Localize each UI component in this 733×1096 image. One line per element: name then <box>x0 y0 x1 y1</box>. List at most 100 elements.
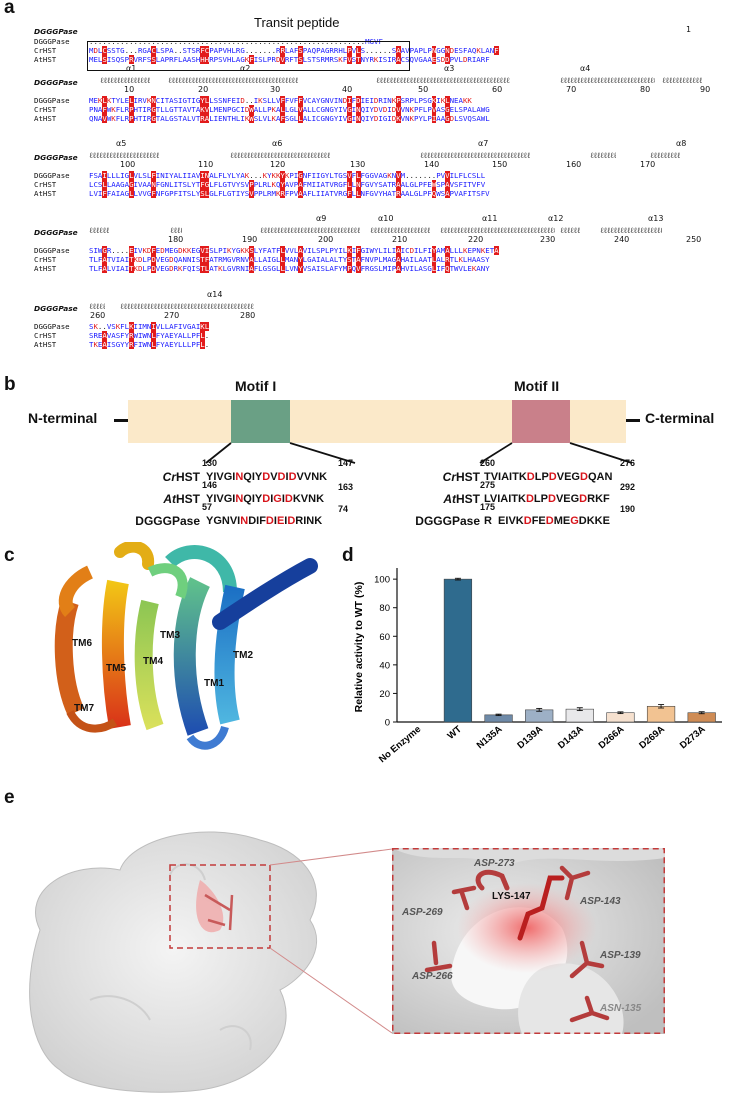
active-site-zoom <box>392 848 665 1034</box>
n-terminal-label: N-terminal <box>28 410 98 426</box>
y-tick-label: 20 <box>379 689 390 700</box>
y-tick-label: 100 <box>374 575 390 586</box>
sequence-text: MDLCSSTG...RGACLSPA..STSRFCPAPVHLRG.....… <box>89 46 499 55</box>
motif-connector-lines <box>205 442 633 464</box>
motif-seq-name: CrHST <box>162 470 200 484</box>
helix-coil: ℓℓℓℓℓℓℓℓℓℓℓℓℓℓℓℓℓℓℓℓℓℓℓℓℓℓℓℓℓℓℓℓℓℓℓℓℓℓℓℓ <box>440 226 555 235</box>
motif-sequence: YGNVINDIFDIEIDRINK <box>206 515 323 527</box>
motif1-title: Motif I <box>235 378 277 394</box>
motif-sequence: R EIVKDFEDMEGDKKE <box>484 515 610 527</box>
sequence-text: SREAVASFYRWIWNLFYAEYALLPFL. <box>89 331 210 340</box>
helix-label: α13 <box>648 214 664 223</box>
struct-row-label: DGGGPase <box>34 153 78 162</box>
helix-coil: ℓℓℓℓℓℓℓℓℓℓℓℓℓℓℓℓℓℓℓℓℓℓℓℓℓℓℓℓℓℓℓℓℓℓℓℓℓℓℓℓ <box>100 76 150 85</box>
helix-label: α8 <box>676 139 687 148</box>
protein-structure-cartoon <box>54 542 318 750</box>
residue-position: 10 <box>124 85 135 94</box>
sequence-text: TLFATVIAITKDLPDVEGDQANNISTFATRMGVRNVALLA… <box>89 255 490 264</box>
motif-start-position: 146 <box>202 480 218 490</box>
residue-position: 120 <box>270 160 286 169</box>
motif2-box <box>512 400 570 443</box>
sequence-text: MEKLKTYLELIRVKNCITASIGTIGYLLSSNFEID..IKS… <box>89 96 472 105</box>
y-axis-title: Relative activity to WT (%) <box>353 582 365 713</box>
helix-label: α10 <box>378 214 394 223</box>
panel-a-label: a <box>4 0 15 18</box>
sequence-name: CrHST <box>34 180 57 189</box>
residue-position: 1 <box>686 25 692 34</box>
motif-start-position: 275 <box>480 480 496 490</box>
residue-position: 260 <box>90 311 106 320</box>
helix-label-tm7: TM7 <box>74 703 94 714</box>
bar <box>443 578 473 723</box>
residue-position: 200 <box>318 235 334 244</box>
residue-label-asp139: ASP-139 <box>600 950 641 961</box>
residue-position: 140 <box>424 160 440 169</box>
helix-label: α12 <box>548 214 564 223</box>
panel-c-label: c <box>4 545 15 566</box>
sequence-text: TLFALVIAITKDLPDVEGDRKFQISTLATKLGVRNIAFLG… <box>89 264 490 273</box>
helix-coil: ℓℓℓℓℓℓℓℓℓℓℓℓℓℓℓℓℓℓℓℓℓℓℓℓℓℓℓℓℓℓℓℓℓℓℓℓℓℓℓℓ <box>662 76 702 85</box>
sequence-text: MELSISQSPRVRFSSLAPRFLAASHHHRPSVHLAGKFISL… <box>89 55 490 64</box>
motif-seq-name: DGGGPase <box>135 514 200 528</box>
residue-position: 170 <box>640 160 656 169</box>
residue-position: 230 <box>540 235 556 244</box>
helix-coil: ℓℓℓℓℓℓℓℓℓℓℓℓℓℓℓℓℓℓℓℓℓℓℓℓℓℓℓℓℓℓℓℓℓℓℓℓℓℓℓℓ <box>168 76 298 85</box>
helix-label: α3 <box>444 64 455 73</box>
motif2-title: Motif II <box>514 378 560 394</box>
struct-row-label: DGGGPase <box>34 228 78 237</box>
helix-coil: ℓℓℓℓℓℓℓℓℓℓℓℓℓℓℓℓℓℓℓℓℓℓℓℓℓℓℓℓℓℓℓℓℓℓℓℓℓℓℓℓ <box>600 226 662 235</box>
residue-position: 190 <box>242 235 258 244</box>
sequence-name: DGGGPase <box>34 171 70 180</box>
c-terminal-label: C-terminal <box>645 410 715 426</box>
helix-label: α1 <box>126 64 137 73</box>
residue-position: 250 <box>686 235 702 244</box>
residue-position: 40 <box>342 85 353 94</box>
helix-coil: ℓℓℓℓℓℓℓℓℓℓℓℓℓℓℓℓℓℓℓℓℓℓℓℓℓℓℓℓℓℓℓℓℓℓℓℓℓℓℓℓ <box>560 76 655 85</box>
sequence-name: AtHST <box>34 114 57 123</box>
motif-sequence: YIVGINQIYDVDIDVVNK <box>206 471 328 483</box>
sequence-name: DGGGPase <box>34 246 70 255</box>
helix-coil: ℓℓℓℓℓℓℓℓℓℓℓℓℓℓℓℓℓℓℓℓℓℓℓℓℓℓℓℓℓℓℓℓℓℓℓℓℓℓℓℓ <box>420 151 530 160</box>
helix-label: α5 <box>116 139 127 148</box>
residue-label-asn135: ASN-135 <box>600 1003 642 1014</box>
motif1-box <box>231 400 290 443</box>
sequence-name: AtHST <box>34 340 57 349</box>
residue-position: 180 <box>168 235 184 244</box>
helix-coil: ℓℓℓℓℓℓℓℓℓℓℓℓℓℓℓℓℓℓℓℓℓℓℓℓℓℓℓℓℓℓℓℓℓℓℓℓℓℓℓℓ <box>230 151 330 160</box>
residue-position: 70 <box>566 85 577 94</box>
residue-position: 280 <box>240 311 256 320</box>
motif-start-position: 57 <box>202 502 213 512</box>
sequence-name: CrHST <box>34 255 57 264</box>
residue-position: 130 <box>350 160 366 169</box>
sequence-text: LCSLLAAGAGIVAANFGNLITSLYTFGLFLGTVYSVPPLR… <box>89 180 486 189</box>
residue-position: 110 <box>198 160 214 169</box>
motif-start-position: 130 <box>202 458 218 468</box>
sequence-text: LVIFFAIAGLLVVGFNFGPFITSLYSLGLFLGTIYSVPPL… <box>89 189 490 198</box>
struct-row-label: DGGGPase <box>34 304 78 313</box>
motif-seq-name: DGGGPase <box>415 514 480 528</box>
residue-position: 160 <box>566 160 582 169</box>
motif-seq-name: AtHST <box>163 492 200 506</box>
motif-sequence: YIVGINQIYDIGIDKVNK <box>206 493 325 505</box>
sequence-text: FSAILLLIGLVLSLFINIYALIIAVINALFLYLYAK...K… <box>89 171 486 180</box>
sequence-name: AtHST <box>34 264 57 273</box>
residue-position: 240 <box>614 235 630 244</box>
helix-coil: ℓℓℓℓℓℓℓℓℓℓℓℓℓℓℓℓℓℓℓℓℓℓℓℓℓℓℓℓℓℓℓℓℓℓℓℓℓℓℓℓ <box>120 302 254 311</box>
helix-coil: ℓℓℓℓℓℓℓℓℓℓℓℓℓℓℓℓℓℓℓℓℓℓℓℓℓℓℓℓℓℓℓℓℓℓℓℓℓℓℓℓ <box>89 151 159 160</box>
motif-end-position: 292 <box>620 482 636 492</box>
c-terminal-tick <box>626 419 640 422</box>
motif-end-position: 147 <box>338 458 354 468</box>
residue-label-asp269: ASP-269 <box>402 907 443 918</box>
residue-position: 220 <box>468 235 484 244</box>
sequence-name: CrHST <box>34 105 57 114</box>
helix-label: α4 <box>580 64 591 73</box>
sequence-name: DGGGPase <box>34 322 70 331</box>
helix-coil: ℓℓℓℓℓℓℓℓℓℓℓℓℓℓℓℓℓℓℓℓℓℓℓℓℓℓℓℓℓℓℓℓℓℓℓℓℓℓℓℓ <box>376 76 510 85</box>
residue-label-asp143: ASP-143 <box>580 896 621 907</box>
helix-label-tm6: TM6 <box>72 638 92 649</box>
y-tick-label: 40 <box>379 660 390 671</box>
struct-row-label: DGGGPase <box>34 78 78 87</box>
sequence-text: SIWGR....EIVKDFEDMEGDKKEGVISLPIKYGKKSLYF… <box>89 246 499 255</box>
panel-e-label: e <box>4 787 15 808</box>
